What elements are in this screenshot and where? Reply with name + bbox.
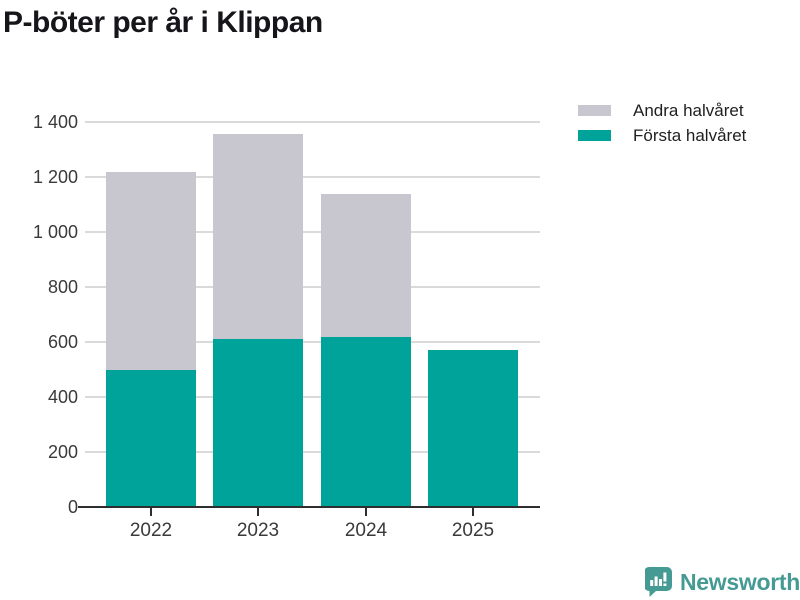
legend-swatch-forsta-halvaret	[578, 130, 611, 141]
x-axis-tick	[257, 508, 259, 516]
legend-label-andra-halvaret: Andra halvåret	[633, 100, 744, 120]
y-gridline	[85, 121, 540, 123]
y-axis-tick-label: 1 200	[32, 167, 78, 187]
y-axis-tick-label: 800	[47, 277, 78, 297]
bar-forsta-halvaret-2022	[106, 369, 196, 507]
newsworthy-logo: Newsworthy	[645, 567, 800, 597]
y-axis-tick-label: 1 400	[32, 112, 78, 132]
y-gridline	[85, 286, 540, 288]
x-axis-label-2024: 2024	[344, 520, 388, 541]
bar-forsta-halvaret-2025	[428, 350, 518, 507]
bar-andra-halvaret-2024	[321, 193, 411, 337]
y-axis-tick-label: 400	[47, 387, 78, 407]
y-gridline	[85, 231, 540, 233]
legend: Andra halvåret Första halvåret	[578, 98, 746, 148]
y-axis-tick-label: 600	[47, 332, 78, 352]
chart-title: P-böter per år i Klippan	[3, 6, 323, 39]
bar-forsta-halvaret-2023	[213, 339, 303, 507]
bar-forsta-halvaret-2024	[321, 336, 411, 507]
x-axis-tick	[472, 508, 474, 516]
x-axis-line	[78, 506, 540, 508]
legend-item-andra-halvaret: Andra halvåret	[578, 98, 746, 123]
legend-swatch-andra-halvaret	[578, 105, 611, 116]
y-gridline	[85, 176, 540, 178]
legend-label-forsta-halvaret: Första halvåret	[633, 125, 747, 145]
y-gridline	[85, 451, 540, 453]
y-gridline	[85, 341, 540, 343]
x-axis-label-2023: 2023	[236, 520, 280, 541]
newsworthy-wordmark: Newsworthy	[680, 568, 800, 595]
x-axis-tick	[150, 508, 152, 516]
x-axis-label-2025: 2025	[451, 520, 495, 541]
bar-andra-halvaret-2023	[213, 134, 303, 340]
y-axis-tick-label: 0	[67, 497, 78, 517]
x-axis-label-2022: 2022	[129, 520, 173, 541]
legend-item-forsta-halvaret: Första halvåret	[578, 123, 746, 148]
newsworthy-icon	[645, 567, 672, 597]
y-gridline	[85, 396, 540, 398]
y-axis-tick-label: 1 000	[32, 222, 78, 242]
bar-andra-halvaret-2022	[106, 171, 196, 370]
x-axis-tick	[365, 508, 367, 516]
y-axis-tick-label: 200	[47, 442, 78, 462]
